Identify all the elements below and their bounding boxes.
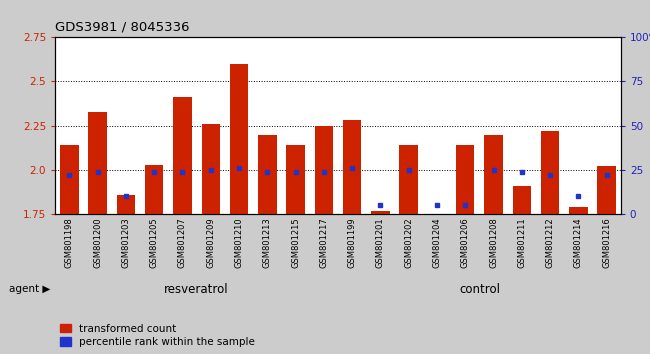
Bar (315, 126, 333, 214)
Text: GSM801209: GSM801209 (206, 217, 215, 268)
Bar (513, 186, 531, 214)
Text: GSM801204: GSM801204 (432, 217, 441, 268)
Text: GSM801211: GSM801211 (517, 217, 526, 268)
Text: resveratrol: resveratrol (164, 284, 229, 296)
Bar (597, 166, 616, 214)
Text: GSM801206: GSM801206 (461, 217, 470, 268)
Bar (400, 145, 418, 214)
Legend: transformed count, percentile rank within the sample: transformed count, percentile rank withi… (60, 324, 255, 347)
Bar (428, 214, 446, 218)
Bar (569, 207, 588, 214)
Bar (258, 135, 276, 214)
Text: GSM801208: GSM801208 (489, 217, 498, 268)
Text: GSM801210: GSM801210 (235, 217, 244, 268)
Bar (456, 145, 474, 214)
Text: GSM801202: GSM801202 (404, 217, 413, 268)
Text: GSM801203: GSM801203 (122, 217, 131, 268)
Text: GSM801217: GSM801217 (319, 217, 328, 268)
Text: agent ▶: agent ▶ (10, 284, 51, 294)
Bar (343, 120, 361, 214)
Text: GSM801212: GSM801212 (545, 217, 554, 268)
Text: GSM801200: GSM801200 (93, 217, 102, 268)
Text: GSM801205: GSM801205 (150, 217, 159, 268)
Text: GSM801216: GSM801216 (602, 217, 611, 268)
Text: GSM801213: GSM801213 (263, 217, 272, 268)
Bar (117, 195, 135, 214)
Bar (145, 165, 163, 214)
Text: GSM801215: GSM801215 (291, 217, 300, 268)
Bar (174, 97, 192, 214)
Text: GSM801199: GSM801199 (348, 217, 357, 268)
Bar (60, 145, 79, 214)
Text: GSM801207: GSM801207 (178, 217, 187, 268)
Bar (541, 131, 559, 214)
Text: GDS3981 / 8045336: GDS3981 / 8045336 (55, 21, 190, 34)
Bar (371, 211, 389, 214)
Bar (484, 135, 502, 214)
Text: GSM801198: GSM801198 (65, 217, 74, 268)
Text: GSM801201: GSM801201 (376, 217, 385, 268)
Text: control: control (459, 284, 500, 296)
Text: GSM801214: GSM801214 (574, 217, 583, 268)
Bar (230, 64, 248, 214)
Bar (287, 145, 305, 214)
Bar (202, 124, 220, 214)
Bar (88, 112, 107, 214)
